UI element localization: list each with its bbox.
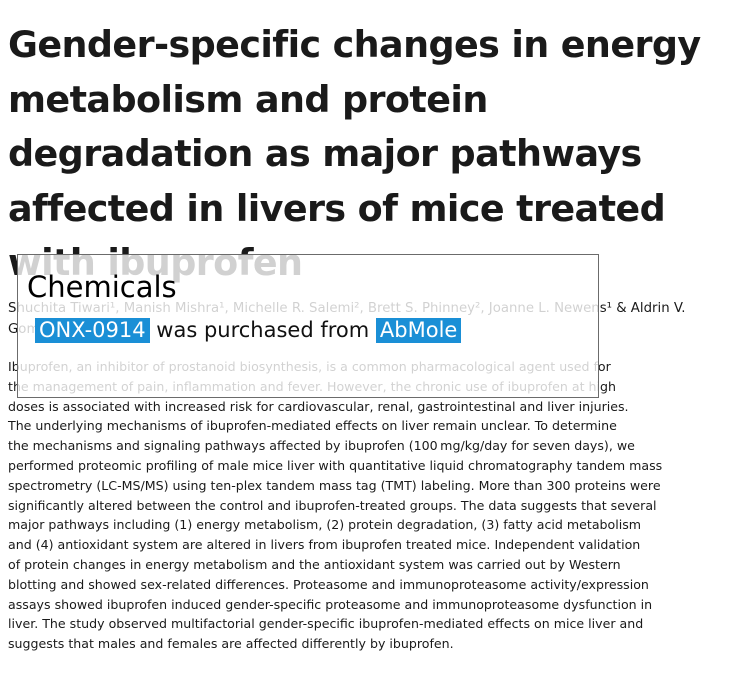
abstract-line: and (4) antioxidant system are altered i…	[8, 537, 641, 553]
abstract-line: the mechanisms and signaling pathways af…	[8, 438, 635, 454]
callout-middle-text: was purchased from	[149, 318, 376, 342]
abstract-line: performed proteomic profiling of male mi…	[8, 457, 663, 473]
chemicals-callout: Chemicals ONX-0914 was purchased from Ab…	[17, 254, 599, 398]
abstract-line: doses is associated with increased risk …	[8, 398, 629, 414]
abstract-line: liver. The study observed multifactorial…	[8, 616, 644, 632]
abstract-line: assays showed ibuprofen induced gender-s…	[8, 596, 653, 612]
callout-heading: Chemicals	[27, 270, 177, 304]
abstract-line: significantly altered between the contro…	[8, 497, 657, 513]
abstract-line: major pathways including (1) energy meta…	[8, 517, 642, 533]
abstract-line: blotting and showed sex-related differen…	[8, 576, 649, 592]
abstract-line: The underlying mechanisms of ibuprofen-m…	[8, 418, 617, 434]
abstract-line: suggests that males and females are affe…	[8, 636, 454, 652]
paper-title: Gender-specific changes in energy metabo…	[8, 23, 701, 284]
abstract: Ibuprofen, an inhibitor of prostanoid bi…	[8, 357, 732, 654]
compound-highlight[interactable]: ONX-0914	[35, 318, 150, 343]
abstract-line: of protein changes in energy metabolism …	[8, 556, 621, 572]
abstract-line: spectrometry (LC-MS/MS) using ten-plex t…	[8, 477, 661, 493]
callout-statement: ONX-0914 was purchased from AbMole	[35, 315, 462, 345]
supplier-highlight[interactable]: AbMole	[375, 318, 462, 343]
